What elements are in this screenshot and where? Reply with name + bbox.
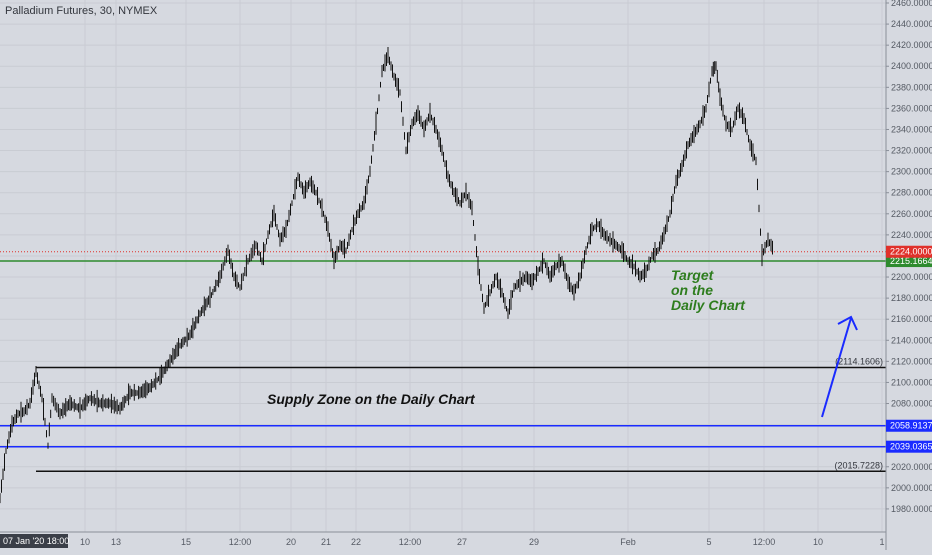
x-tick-label: 15: [181, 537, 191, 547]
y-tick-label: 2320.0000: [891, 146, 932, 156]
y-tick-label: 1980.0000: [891, 504, 932, 514]
y-tick-label: 2460.0000: [891, 0, 932, 8]
y-tick-label: 2080.0000: [891, 399, 932, 409]
cursor-time-label: 07 Jan '20 18:00: [3, 536, 69, 546]
y-tick-label: 2100.0000: [891, 377, 932, 387]
target-arrow-shaft[interactable]: [821, 317, 852, 418]
y-tick-label: 2160.0000: [891, 314, 932, 324]
y-tick-label: 2440.0000: [891, 19, 932, 29]
blue-price-tag: [886, 419, 932, 432]
x-tick-label: 20: [286, 537, 296, 547]
y-tick-label: 2140.0000: [891, 335, 932, 345]
y-tick-label: 2180.0000: [891, 293, 932, 303]
x-tick-label: 12:00: [229, 537, 252, 547]
target-annotation-line[interactable]: on the: [671, 282, 713, 298]
price-series: [0, 46, 773, 504]
x-tick-label: 29: [529, 537, 539, 547]
supply-zone-annotation[interactable]: Supply Zone on the Daily Chart: [267, 391, 476, 407]
price-axis-panel: [886, 0, 932, 550]
x-tick-label: 5: [706, 537, 711, 547]
x-tick-label: 1: [879, 537, 884, 547]
y-tick-label: 2000.0000: [891, 483, 932, 493]
blue-price-label: 2039.0365: [890, 442, 932, 452]
y-tick-label: 2280.0000: [891, 188, 932, 198]
x-tick-label: 21: [321, 537, 331, 547]
y-tick-label: 2420.0000: [891, 40, 932, 50]
y-tick-label: 2360.0000: [891, 103, 932, 113]
x-tick-label: 13: [111, 537, 121, 547]
target-arrow-head: [837, 315, 858, 331]
supply-bottom-label: (2015.7228): [834, 460, 883, 470]
time-axis[interactable]: 10 13 15 12:00 20 21 22 12:00 27 29 Feb 5 12:00 10 1 07…: [0, 531, 886, 548]
red-dotted-price-label: 2224.0000: [890, 247, 932, 257]
y-tick-label: 2400.0000: [891, 61, 932, 71]
x-tick-label: 12:00: [399, 537, 422, 547]
x-tick-label: 10: [813, 537, 823, 547]
x-tick-label: 12:00: [753, 537, 776, 547]
y-tick-label: 2300.0000: [891, 167, 932, 177]
x-tick-label: 22: [351, 537, 361, 547]
green-price-tag: [886, 255, 932, 268]
blue-price-label: 2058.9137: [890, 421, 932, 431]
red-dotted-price-tag: [886, 245, 932, 258]
cursor-time-badge: [0, 534, 68, 548]
y-tick-label: 2240.0000: [891, 230, 932, 240]
target-annotation-line[interactable]: Target: [671, 267, 715, 283]
grid: [0, 0, 886, 532]
y-tick-label: 2380.0000: [891, 82, 932, 92]
x-tick-label: 10: [80, 537, 90, 547]
blue-price-tag: [886, 440, 932, 453]
y-tick-label: 2020.0000: [891, 462, 932, 472]
price-axis[interactable]: 1980.00002000.00002020.00002040.00002060…: [885, 0, 932, 550]
x-tick-label: 27: [457, 537, 467, 547]
y-tick-label: 2200.0000: [891, 272, 932, 282]
x-tick-label: Feb: [620, 537, 636, 547]
y-tick-label: 2260.0000: [891, 209, 932, 219]
chart-title: Palladium Futures, 30, NYMEX: [5, 5, 158, 17]
price-levels: (2114.1606) (2015.7228): [0, 251, 886, 473]
green-price-label: 2215.1664: [890, 256, 932, 266]
supply-top-label: (2114.1606): [835, 357, 883, 367]
target-annotation-line[interactable]: Daily Chart: [671, 297, 746, 313]
y-tick-label: 2340.0000: [891, 124, 932, 134]
y-tick-label: 2120.0000: [891, 356, 932, 366]
